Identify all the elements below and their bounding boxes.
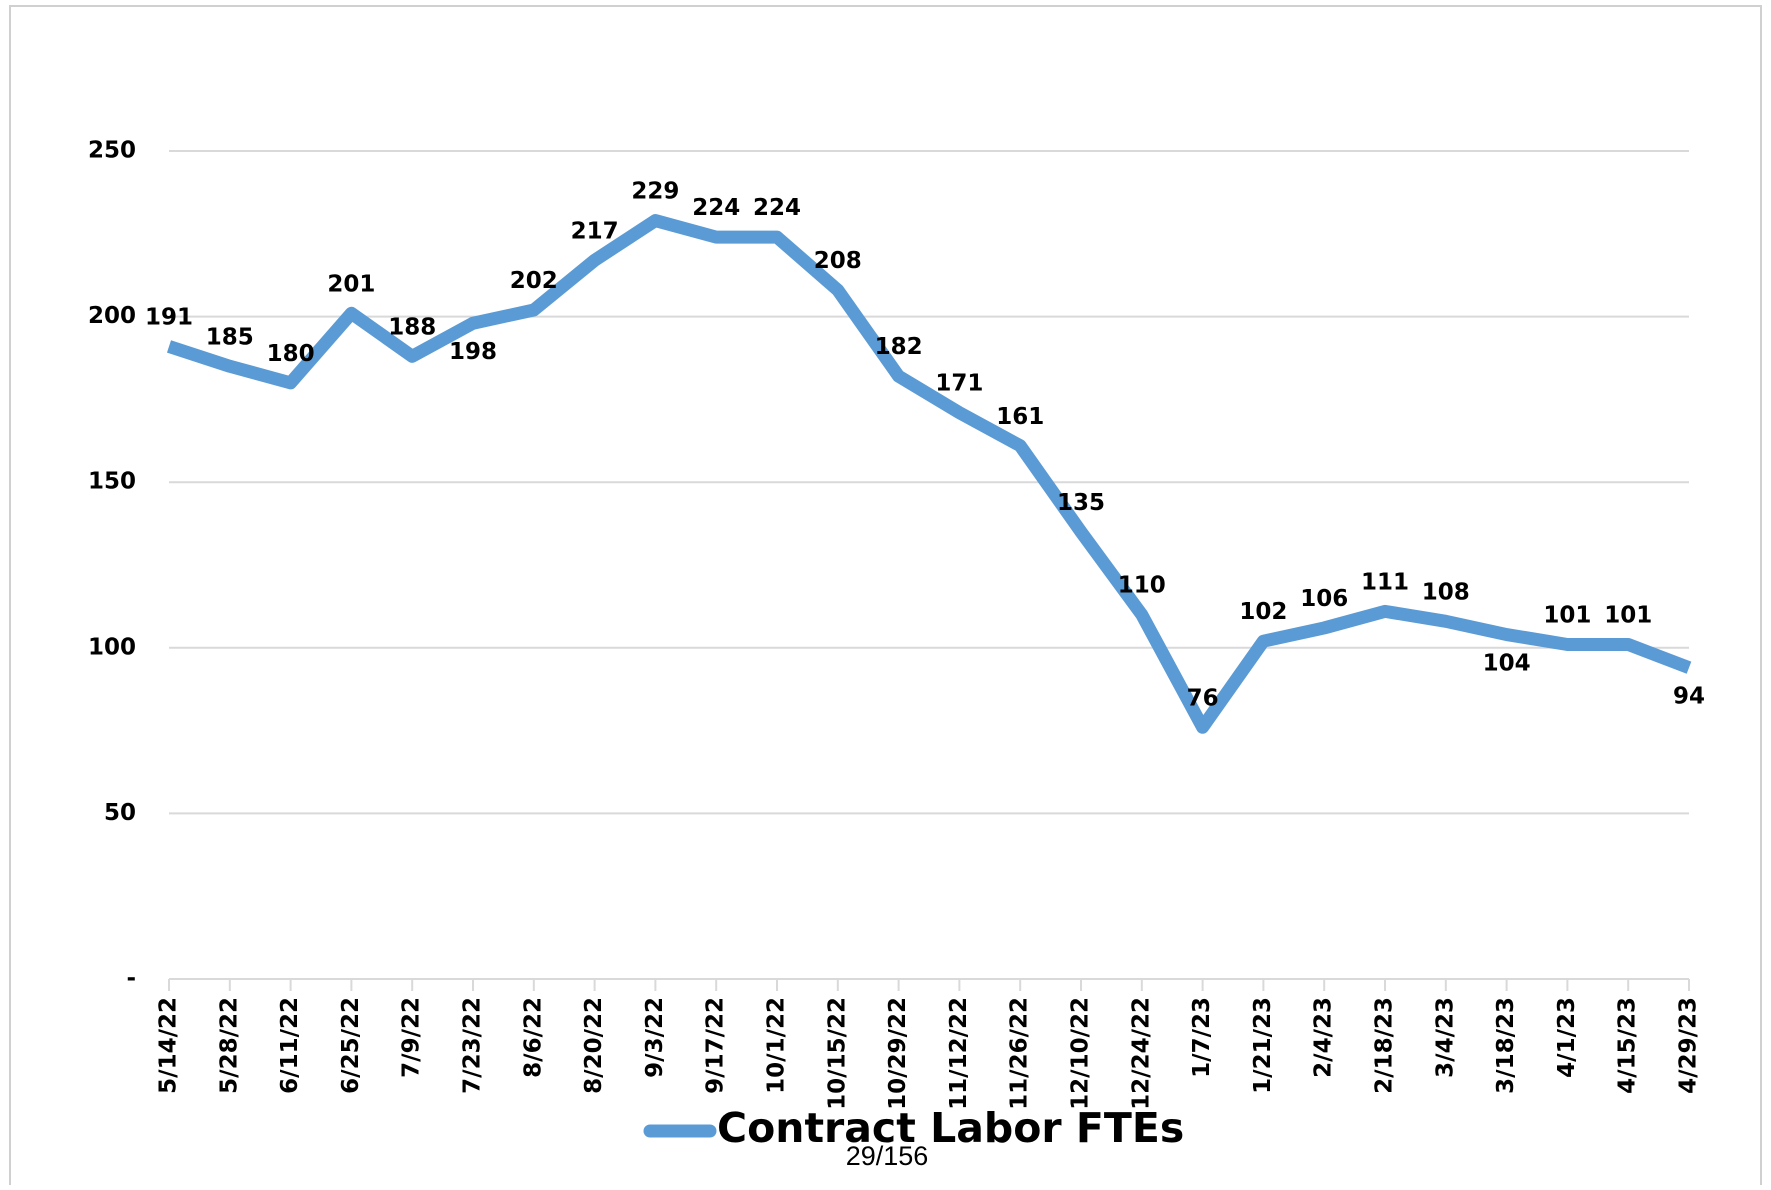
x-tick-label: 1/7/23: [1189, 997, 1215, 1078]
x-tick-label: 1/21/23: [1250, 997, 1276, 1094]
data-label: 185: [206, 324, 254, 350]
x-tick-label: 4/29/23: [1676, 997, 1702, 1094]
x-tick-label: 2/4/23: [1311, 997, 1337, 1078]
x-tick-label: 6/25/22: [338, 997, 364, 1094]
plot: 191 185 180 201 188 198 202 217 229 224 224 208 182 1…: [145, 179, 1705, 734]
data-label: 229: [631, 179, 679, 205]
data-label: 76: [1187, 685, 1219, 711]
x-tick-label: 4/1/23: [1554, 997, 1580, 1078]
data-label: 208: [814, 248, 862, 274]
x-tick-label: 8/20/22: [581, 997, 607, 1094]
data-label: 108: [1422, 579, 1470, 605]
y-tick-label: 250: [88, 138, 136, 164]
data-label: 182: [875, 334, 923, 360]
data-label: 110: [1118, 573, 1166, 599]
y-tick-label: 50: [104, 800, 136, 826]
x-tick-label: 9/17/22: [703, 997, 729, 1094]
data-label: 106: [1300, 586, 1348, 612]
data-label: 102: [1239, 599, 1287, 625]
x-tick-label: 12/10/22: [1068, 997, 1094, 1110]
grid: [168, 150, 1690, 991]
x-tick-label: 7/9/22: [399, 997, 425, 1078]
x-tick-label: 8/6/22: [520, 997, 546, 1078]
x-tick-label: 9/3/22: [642, 997, 668, 1078]
x-tick-label: 6/11/22: [277, 997, 303, 1094]
y-tick-label: 200: [88, 303, 136, 329]
data-label: 188: [388, 314, 436, 340]
data-label: 111: [1361, 569, 1409, 595]
data-label: 101: [1543, 602, 1591, 628]
x-tick-label: 5/28/22: [216, 997, 242, 1094]
x-tick-label: 10/1/22: [764, 997, 790, 1094]
data-label: 94: [1673, 684, 1705, 710]
x-tick-label: 7/23/22: [460, 997, 486, 1094]
x-tick-label: 3/4/23: [1432, 997, 1458, 1078]
y-tick-label: 100: [88, 634, 136, 660]
data-label: 201: [327, 271, 375, 297]
data-label: 104: [1483, 651, 1531, 677]
x-tick-label: 11/12/22: [946, 997, 972, 1110]
data-label: 224: [753, 195, 801, 221]
x-tick-label: 10/29/22: [885, 997, 911, 1110]
x-tick-label: 5/14/22: [156, 997, 182, 1094]
y-tick-label: -: [126, 966, 136, 992]
x-tick-label: 2/18/23: [1372, 997, 1398, 1094]
legend-label: Contract Labor FTEs: [717, 1104, 1184, 1152]
x-tick-label: 3/18/23: [1493, 997, 1519, 1094]
data-label: 180: [267, 341, 315, 367]
x-tick-label: 4/15/23: [1615, 997, 1641, 1094]
data-label: 224: [692, 195, 740, 221]
data-label: 217: [571, 218, 619, 244]
data-label: 135: [1057, 490, 1105, 516]
x-tick-label: 11/26/22: [1007, 997, 1033, 1110]
data-label: 202: [510, 268, 558, 294]
x-tick-label: 12/24/22: [1128, 997, 1154, 1110]
y-tick-label: 150: [88, 469, 136, 495]
data-label: 161: [996, 404, 1044, 430]
chart-border: [9, 5, 1762, 1190]
series-line: [166, 214, 1692, 734]
page-number: 29/156: [846, 1141, 929, 1171]
data-label: 198: [449, 339, 497, 365]
data-label: 191: [145, 304, 193, 330]
x-tick-label: 10/15/22: [824, 997, 850, 1110]
data-label: 171: [935, 371, 983, 397]
data-label: 101: [1604, 602, 1652, 628]
